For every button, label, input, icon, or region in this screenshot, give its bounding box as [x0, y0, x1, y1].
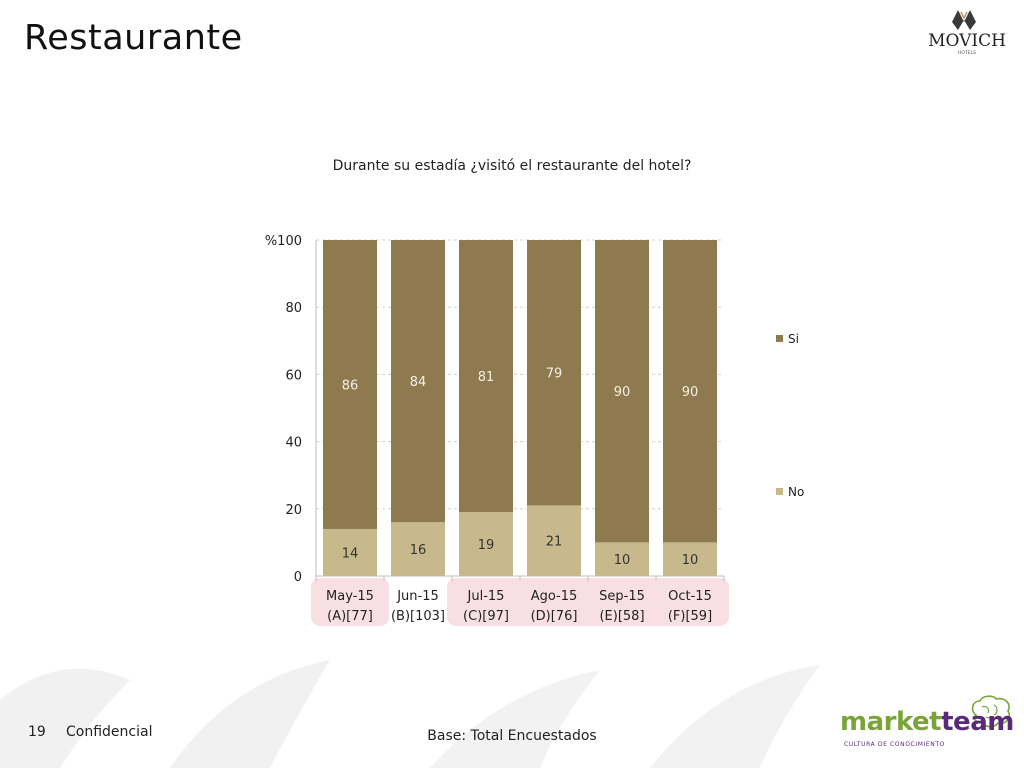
x-category-base: (E)[58] — [599, 609, 644, 624]
page-title: Restaurante — [24, 18, 243, 58]
slide-number: 19 — [28, 724, 46, 740]
base-note: Base: Total Encuestados — [427, 728, 597, 744]
x-category-base: (D)[76] — [531, 609, 578, 624]
y-tick-label: 20 — [285, 503, 302, 518]
bar-no — [663, 542, 717, 576]
confidential-label: Confidencial — [66, 724, 153, 740]
data-label-si: 86 — [342, 378, 359, 393]
y-tick-label: 40 — [285, 436, 302, 451]
x-category-base: (C)[97] — [463, 609, 509, 624]
bar-si — [391, 240, 445, 523]
bar-no — [323, 528, 377, 576]
legend-label-si: Si — [788, 332, 799, 346]
y-tick-label: %100 — [265, 234, 302, 249]
bar-no — [595, 542, 649, 576]
x-category-label: Oct-15 — [668, 589, 712, 604]
x-category-label: Jun-15 — [396, 589, 439, 604]
logo-market-text: market — [840, 707, 942, 737]
bar-no — [527, 505, 581, 576]
x-category-label: Sep-15 — [599, 589, 645, 604]
logo-tagline: CULTURA DE CONOCIMIENTO — [844, 741, 945, 748]
data-label-no: 10 — [614, 553, 631, 568]
y-tick-label: 80 — [285, 301, 302, 316]
data-label-si: 81 — [478, 370, 495, 385]
bar-si — [527, 240, 581, 506]
x-category-base: (B)[103] — [391, 609, 445, 624]
svg-text:HOTELS: HOTELS — [958, 50, 976, 56]
x-category-label: May-15 — [326, 589, 374, 604]
movich-emblem-icon — [952, 10, 976, 30]
data-label-si: 79 — [546, 367, 563, 382]
data-label-no: 14 — [342, 546, 359, 561]
data-label-no: 19 — [478, 538, 495, 553]
legend-swatch-no — [776, 488, 783, 495]
data-label-si: 84 — [410, 375, 427, 390]
data-label-si: 90 — [682, 385, 699, 400]
svg-text:MOVICH: MOVICH — [928, 31, 1006, 51]
bar-no — [391, 522, 445, 576]
x-category-base: (F)[59] — [668, 609, 712, 624]
y-tick-label: 60 — [285, 368, 302, 383]
data-label-no: 16 — [410, 543, 427, 558]
data-label-no: 21 — [546, 535, 563, 550]
x-category-label: Ago-15 — [531, 589, 578, 604]
movich-logo: MOVICH HOTELS — [928, 10, 1006, 56]
logo-team-text: team — [941, 707, 1014, 737]
y-tick-label: 0 — [294, 570, 302, 585]
data-label-no: 10 — [682, 553, 699, 568]
x-category-label: Jul-15 — [467, 589, 505, 604]
bar-no — [459, 512, 513, 576]
legend-label-no: No — [788, 485, 804, 499]
x-category-base: (A)[77] — [327, 609, 373, 624]
marketteam-logo: marketteam CULTURA DE CONOCIMIENTO — [838, 695, 1014, 757]
bar-si — [663, 240, 717, 543]
chart-title: Durante su estadía ¿visitó el restaurant… — [332, 158, 692, 174]
bar-si — [459, 240, 513, 513]
category-highlight — [447, 578, 729, 626]
bar-si — [595, 240, 649, 543]
bar-si — [323, 240, 377, 529]
brain-icon — [971, 695, 1011, 728]
category-highlight — [311, 578, 389, 626]
legend-swatch-si — [776, 335, 783, 342]
background-swooshes — [0, 660, 820, 768]
data-label-si: 90 — [614, 385, 631, 400]
